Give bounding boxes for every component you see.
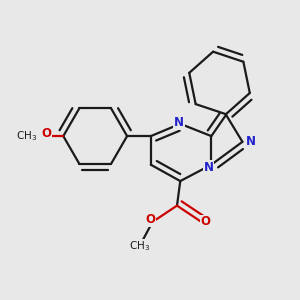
Text: N: N [246,135,256,148]
Text: O: O [145,213,155,226]
Text: CH$_3$: CH$_3$ [16,129,37,143]
Text: N: N [204,161,214,174]
Text: O: O [41,127,51,140]
Text: CH$_3$: CH$_3$ [129,240,150,254]
Text: N: N [174,116,184,129]
Text: O: O [200,215,210,229]
